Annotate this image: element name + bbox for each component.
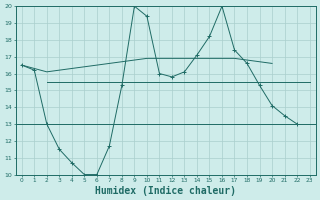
X-axis label: Humidex (Indice chaleur): Humidex (Indice chaleur) <box>95 186 236 196</box>
